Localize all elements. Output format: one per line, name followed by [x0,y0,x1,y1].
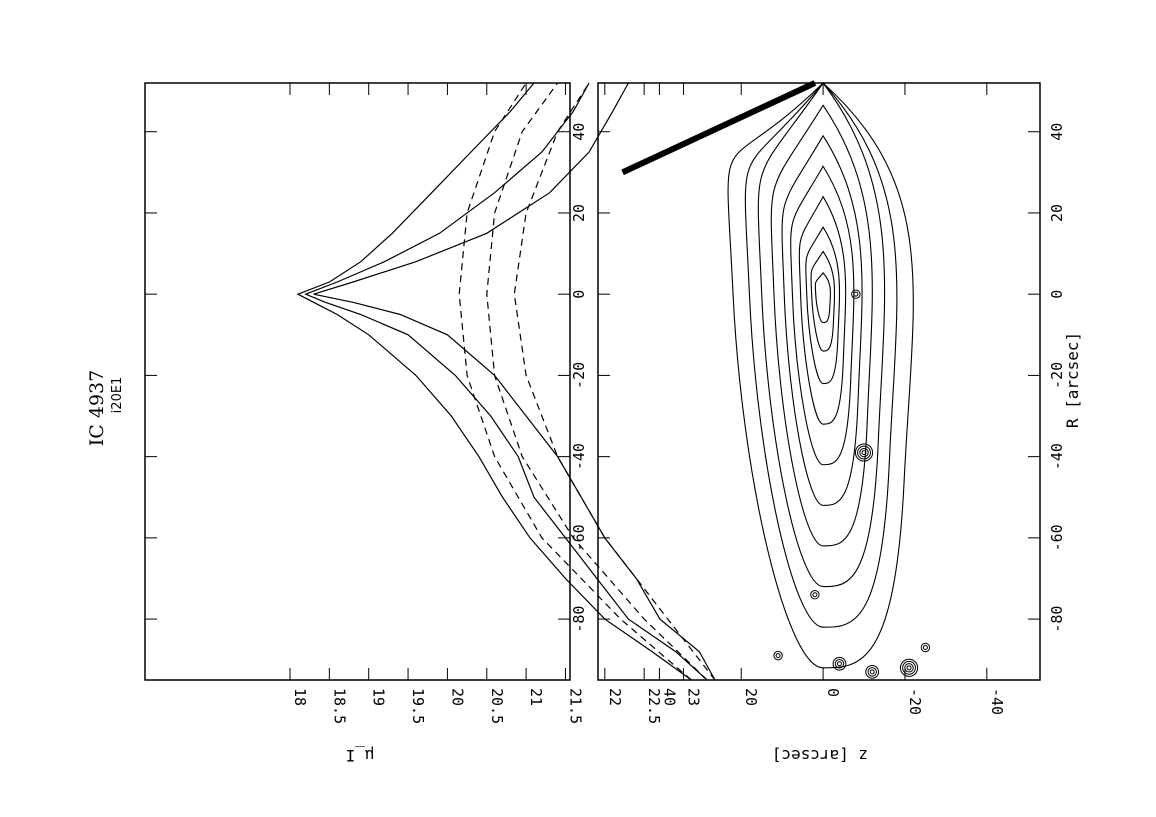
profile-mag-tick-label-7: 21 [527,688,545,706]
point-source-6-ring-4 [899,658,919,677]
profile-x-ticks [145,131,570,620]
point-source-5-ring-3 [865,664,880,679]
profile-line-6 [513,82,716,681]
profile-title: IC 4937 [86,370,108,446]
contour-r-tick-label-left-5: 0 [570,290,588,299]
isophote-contour-8 [805,226,841,385]
contour-x-axis-title: R [arcsec] [1063,332,1082,428]
point-source-3-ring-2 [773,650,783,661]
isophote-contour-1 [727,82,914,669]
isophote-contour-5 [781,134,863,506]
contour-z-tick-label-1: 40 [660,688,678,706]
contour-r-tick-label-7: 40 [1048,123,1066,141]
profile-panel: 18 18.5 19 19.5 20 20.5 21 21.5 22 22.5 23 μ_I IC … [86,82,716,765]
contour-r-tick-label-3: -40 [1048,443,1066,470]
point-source-6-ring-2 [904,663,914,673]
profile-line-2 [304,82,708,681]
profile-y-ticks: 18 18.5 19 19.5 20 20.5 21 21.5 22 22.5 23 [289,83,703,724]
contour-r-tick-label-left-3: -40 [570,443,588,470]
contour-y-ticks: 40 20 0 -20 -40 [658,83,1006,715]
point-source-7-ring-2 [920,642,931,653]
profile-mag-tick-label-8: 21.5 [566,688,584,724]
contour-z-tick-label-3: 0 [824,688,842,697]
contour-r-tick-label-1: -80 [1048,606,1066,633]
contour-r-tick-label-left-7: 40 [570,123,588,141]
contour-r-tick-label-4: -20 [1048,362,1066,389]
point-source-1-ring-2 [859,447,869,458]
profile-mag-tick-label-10: 22.5 [645,688,663,724]
profile-y-axis-title: μ_I [346,746,375,765]
point-source-5-ring-1 [869,669,875,675]
point-source-2-ring-2 [810,590,820,600]
profile-line-5 [486,82,708,681]
isophote-contour-7 [798,195,847,425]
point-source-3-ring-1 [775,653,781,659]
contour-z-tick-label-2: 20 [742,688,760,706]
point-source-6-ring-1 [906,665,912,671]
point-source-5-ring-2 [867,667,877,677]
contour-y-axis-title: z [arcsec] [772,746,868,765]
isophote-contour-3 [757,82,886,588]
point-source-4-ring-1 [836,661,842,667]
point-source-7-ring-1 [922,645,928,651]
contour-x-ticks: -80 -80 -60 -60 -40 -40 -20 -20 0 0 20 20 40 40 [570,123,1066,633]
contour-r-tick-label-left-4: -20 [570,362,588,389]
contour-r-tick-label-left-1: -80 [570,606,588,633]
profile-mag-tick-label-4: 19.5 [409,688,427,724]
profile-subtitle: i20E1 [110,377,125,414]
profile-mag-tick-label-2: 18.5 [330,688,348,724]
profile-series-group [296,82,716,681]
profile-mag-tick-label-9: 22 [606,688,624,706]
point-source-1-ring-1 [861,450,867,456]
profile-line-1 [296,82,692,681]
diffraction-spike [621,80,817,176]
profile-panel-frame [144,82,571,681]
point-source-4-ring-3 [832,656,847,671]
point-source-8-ring-1 [853,291,859,297]
point-source-2-ring-1 [812,592,818,598]
isophote-contour-10 [814,272,832,324]
contour-r-tick-label-left-6: 20 [570,204,588,222]
contour-r-tick-label-left-2: -60 [570,524,588,551]
contour-r-tick-label-2: -60 [1048,524,1066,551]
contour-group [621,80,931,679]
contour-z-tick-label-5: -40 [988,688,1006,715]
profile-mag-tick-label-3: 19 [370,688,388,706]
contour-panel-frame [597,82,1041,681]
contour-r-tick-label-5: 0 [1048,290,1066,299]
point-source-1-ring-3 [857,445,871,460]
contour-panel: -80 -80 -60 -60 -40 -40 -20 -20 0 0 20 20 40 40 40 20 0… [570,80,1082,765]
isophote-contour-6 [790,165,855,466]
point-source-8-ring-2 [851,289,861,299]
isophote-contour-9 [810,250,836,352]
profile-mag-tick-label-11: 23 [685,688,703,706]
profile-mag-tick-label-1: 18 [291,688,309,706]
contour-r-tick-label-6: 20 [1048,204,1066,222]
point-source-1-ring-4 [854,443,874,462]
isophote-contour-2 [744,82,898,628]
profile-line-4 [458,82,692,681]
point-source-6-ring-3 [902,660,916,675]
profile-mag-tick-label-5: 20 [448,688,466,706]
contour-z-tick-label-4: -20 [906,688,924,715]
point-source-4-ring-2 [834,659,845,669]
profile-mag-tick-label-6: 20.5 [488,688,506,724]
isophote-contour-4 [770,104,873,547]
